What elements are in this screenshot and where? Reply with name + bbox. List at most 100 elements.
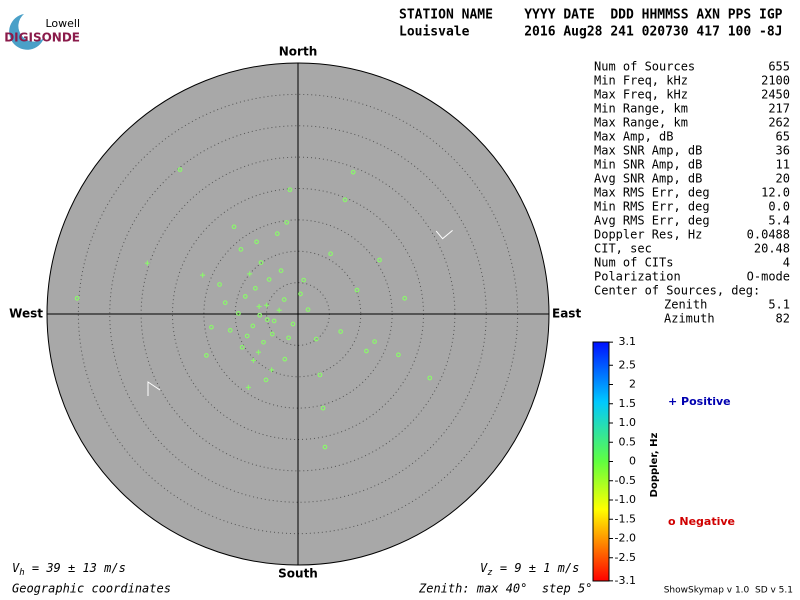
source-negative: [261, 339, 266, 345]
coords-note: Geographic coordinates: [12, 582, 171, 596]
stat-value: 20.48: [754, 242, 790, 256]
source-negative: [363, 348, 369, 354]
source-negative: [372, 339, 377, 345]
west-label: West: [9, 307, 43, 321]
stat-value: 12.0: [761, 186, 790, 200]
arrow-mark: [147, 381, 161, 396]
source-negative: [301, 277, 307, 283]
source-negative: [354, 287, 360, 293]
colorbar-tick-label: -0.5: [615, 474, 636, 487]
source-negative: [239, 344, 245, 350]
source-positive: [255, 349, 261, 355]
logo-swoosh: [9, 14, 44, 50]
source-negative: [271, 318, 277, 324]
source-negative: [278, 268, 284, 274]
source-negative: [322, 444, 328, 450]
colorbar-tick-label: 1.0: [619, 416, 637, 429]
stat-label: Num of Sources: [594, 60, 695, 74]
azimuth-label: Azimuth: [664, 312, 715, 326]
stat-label: Max Range, km: [594, 116, 688, 130]
source-negative: [402, 295, 408, 301]
south-label: South: [278, 567, 318, 581]
source-negative: [203, 353, 209, 358]
source-positive: [200, 272, 206, 278]
stat-value: 65: [776, 130, 790, 144]
source-negative: [217, 282, 222, 287]
source-negative: [286, 335, 291, 341]
source-positive: [245, 384, 251, 390]
source-negative: [222, 300, 228, 306]
stat-value: 2100: [761, 74, 790, 88]
east-label: East: [552, 307, 581, 321]
stat-value: O-mode: [747, 270, 790, 284]
stat-label: Max Amp, dB: [594, 130, 673, 144]
legend-positive: + Positive: [668, 395, 731, 408]
stat-label: Max RMS Err, deg: [594, 186, 710, 200]
colorbar-tick-label: 1.5: [619, 397, 637, 410]
version: ShowSkymap v 1.0 SD v 5.1: [664, 586, 793, 596]
source-positive: [269, 367, 275, 373]
source-negative: [290, 321, 296, 327]
source-negative: [342, 197, 348, 203]
source-negative: [350, 169, 356, 175]
source-negative: [328, 251, 334, 257]
stat-value: 655: [768, 60, 790, 74]
stat-label: Avg RMS Err, deg: [594, 214, 710, 228]
azimuth-value: 82: [776, 312, 790, 326]
colorbar-tick-label: -1.5: [615, 512, 636, 525]
stat-label: Min SNR Amp, dB: [594, 158, 702, 172]
stat-label: Min RMS Err, deg: [594, 200, 710, 214]
vz: Vz = 9 ± 1 m/s: [480, 561, 579, 578]
colorbar-label: Doppler, Hz: [649, 433, 660, 498]
colorbar-tick-label: 3.1: [619, 335, 637, 348]
stat-label: Min Freq, kHz: [594, 74, 688, 88]
source-negative: [263, 377, 269, 383]
stat-value: 0.0488: [747, 228, 790, 242]
source-negative: [235, 310, 241, 316]
source-negative: [282, 356, 288, 362]
colorbar-tick-label: 0: [629, 455, 636, 468]
stat-value: 11: [776, 158, 790, 172]
source-negative: [266, 277, 272, 282]
vz-value: = 9 ± 1 m/s: [493, 561, 580, 575]
source-negative: [257, 312, 263, 318]
logo-bottom: DIGISONDE: [4, 31, 80, 45]
stat-value: 2450: [761, 88, 790, 102]
zenith-label: Zenith: [664, 298, 707, 312]
source-positive: [250, 357, 256, 363]
stat-value: 4: [783, 256, 790, 270]
source-positive: [276, 307, 282, 313]
source-positive: [264, 302, 270, 308]
arrow-mark: [435, 229, 453, 240]
stat-label: Max Freq, kHz: [594, 88, 688, 102]
colorbar-tick-label: -1.0: [615, 493, 636, 506]
stat-value: 5.4: [768, 214, 790, 228]
vh-sub: h: [19, 568, 24, 578]
source-negative: [209, 324, 214, 330]
source-negative: [242, 294, 248, 299]
source-negative: [74, 295, 80, 301]
source-positive: [144, 260, 150, 266]
center-label: Center of Sources, deg:: [594, 284, 760, 298]
source-negative: [258, 260, 264, 265]
source-negative: [231, 224, 237, 230]
source-negative: [427, 375, 433, 381]
vz-symbol: V: [480, 561, 488, 575]
stat-value: 217: [768, 102, 790, 116]
colorbar-tick-label: 2.5: [619, 358, 637, 371]
source-negative: [338, 329, 344, 334]
logo-top: Lowell: [45, 17, 80, 30]
stat-value: 20: [776, 172, 790, 186]
vh: Vh = 39 ± 13 m/s: [12, 561, 126, 578]
source-negative: [274, 231, 280, 237]
source-negative: [269, 331, 275, 337]
colorbar-tick-label: 0.5: [619, 435, 637, 448]
source-negative: [377, 257, 382, 263]
source-negative: [238, 246, 244, 252]
stat-label: CIT, sec: [594, 242, 652, 256]
colorbar-tick-label: -2.5: [615, 551, 636, 564]
source-negative: [320, 405, 326, 411]
source-negative: [284, 219, 290, 225]
colorbar-tick-label: -2.0: [615, 532, 636, 545]
